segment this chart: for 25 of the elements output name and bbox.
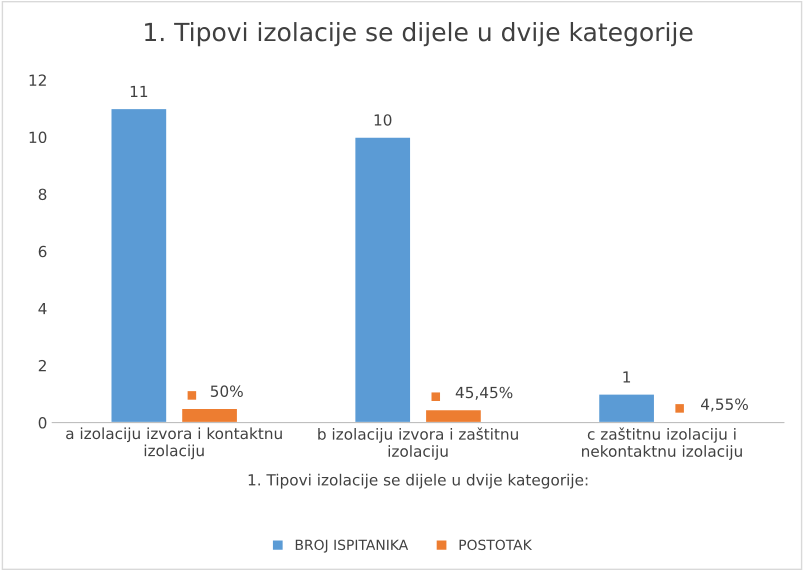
bar	[110, 108, 168, 423]
bar	[598, 393, 656, 423]
bar	[424, 408, 482, 423]
bar	[354, 136, 412, 423]
y-tick-label: 2	[38, 360, 46, 372]
x-tick-label: b izolaciju izvora i zaštitnu izolaciju	[318, 427, 518, 460]
data-label: 45,45%	[456, 386, 512, 400]
y-tick-label: 0	[38, 417, 46, 429]
chart-title: 1. Tipovi izolacije se dijele u dvije kategorije	[145, 22, 692, 46]
data-label: 10	[374, 114, 392, 126]
legend-label: BROJ ISPITANIKA	[296, 540, 408, 553]
y-tick-label: 12	[30, 74, 46, 86]
legend-label: POSTOTAK	[460, 540, 532, 550]
data-label: 50%	[210, 385, 243, 397]
data-label: 4,55%	[701, 398, 748, 412]
data-label: 11	[130, 86, 148, 97]
bar	[180, 408, 238, 423]
y-tick-label: 10	[30, 132, 46, 144]
x-axis-title: 1. Tipovi izolacije se dijele u dvije kategorije:	[248, 474, 588, 489]
y-tick-label: 6	[38, 246, 46, 258]
y-tick-label: 4	[38, 303, 47, 314]
x-tick-label: c zaštitnu izolaciju i nekontaktnu izolaciju	[582, 427, 742, 460]
y-tick-label: 8	[38, 188, 46, 200]
data-label: 1	[623, 371, 630, 382]
x-tick-label: a izolaciju izvora i kontaktnu izolaciju	[66, 427, 282, 460]
